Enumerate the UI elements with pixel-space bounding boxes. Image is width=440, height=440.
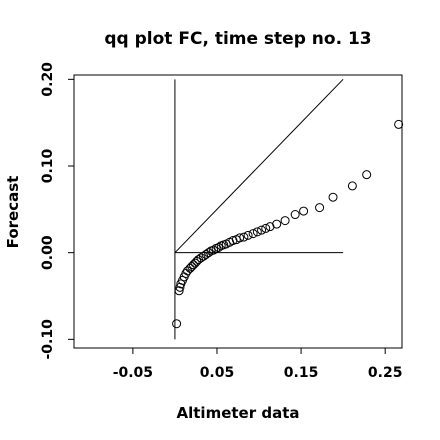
data-point-11 <box>190 258 200 268</box>
data-point-40 <box>315 203 325 213</box>
reference-lines <box>174 78 344 340</box>
data-point-10 <box>188 260 198 270</box>
data-point-28 <box>235 233 245 243</box>
y-axis: -0.10 0.00 0.10 0.20 <box>40 62 74 360</box>
data-point-19 <box>209 245 219 255</box>
x-tick-label-3: 0.25 <box>368 365 403 381</box>
data-point-1 <box>174 286 184 296</box>
data-point-31 <box>248 229 258 239</box>
reference-line-0 <box>174 78 344 254</box>
y-axis-label: Forecast <box>4 176 22 249</box>
x-axis-label: Altimeter data <box>177 404 300 422</box>
data-point-8 <box>185 263 195 273</box>
data-point-41 <box>328 192 338 202</box>
data-point-33 <box>257 225 267 235</box>
data-point-39 <box>299 206 309 216</box>
x-axis: -0.05 0.05 0.15 0.25 <box>113 348 403 381</box>
data-point-30 <box>243 230 253 240</box>
x-tick-label-0: -0.05 <box>113 365 153 381</box>
y-tick-label-2: 0.10 <box>40 148 56 183</box>
data-points <box>172 119 404 329</box>
data-point-9 <box>187 262 197 272</box>
data-point-0 <box>172 319 182 329</box>
y-tick-label-3: 0.20 <box>40 62 56 97</box>
chart-title: qq plot FC, time step no. 13 <box>104 29 371 49</box>
data-point-42 <box>347 181 357 191</box>
data-point-37 <box>280 216 290 226</box>
data-point-36 <box>272 219 282 229</box>
data-point-43 <box>362 170 372 180</box>
data-point-32 <box>252 227 262 237</box>
x-tick-label-1: 0.05 <box>200 365 235 381</box>
data-point-17 <box>204 248 214 258</box>
x-tick-label-2: 0.15 <box>284 365 319 381</box>
y-tick-label-0: -0.10 <box>40 319 56 360</box>
plot-frame <box>73 74 403 349</box>
data-point-34 <box>261 223 271 233</box>
data-point-21 <box>214 242 224 252</box>
data-point-44 <box>394 119 404 129</box>
data-point-29 <box>239 232 249 242</box>
y-tick-label-1: 0.00 <box>40 235 56 270</box>
data-point-38 <box>290 210 300 220</box>
